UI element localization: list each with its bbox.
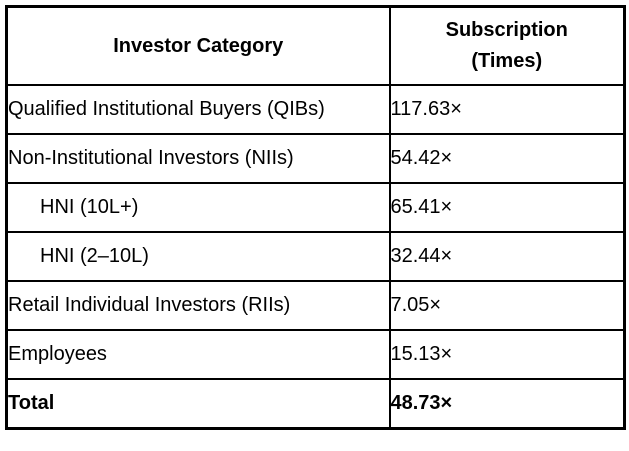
table-row-hni-2-10l: HNI (2–10L) 32.44× [5,231,626,282]
table-row-qibs: Qualified Institutional Buyers (QIBs) 11… [5,84,626,135]
category-cell: Total [5,378,391,430]
value-cell: 54.42× [388,133,626,184]
category-cell: HNI (10L+) [5,182,391,233]
category-cell: Qualified Institutional Buyers (QIBs) [5,84,391,135]
table-row-hni-10l-plus: HNI (10L+) 65.41× [5,182,626,233]
table-row-niis: Non-Institutional Investors (NIIs) 54.42… [5,133,626,184]
table-row-employees: Employees 15.13× [5,329,626,380]
subscription-times-header: Subscription (Times) [388,5,626,86]
table-row-total: Total 48.73× [5,378,626,430]
subscription-table: Investor Category Subscription (Times) Q… [5,5,626,430]
category-cell: Employees [5,329,391,380]
table-header-row: Investor Category Subscription (Times) [5,5,626,86]
category-cell: Non-Institutional Investors (NIIs) [5,133,391,184]
value-cell: 48.73× [388,378,626,430]
value-cell: 7.05× [388,280,626,331]
value-cell: 117.63× [388,84,626,135]
table-row-riis: Retail Individual Investors (RIIs) 7.05× [5,280,626,331]
subscription-table-container: Investor Category Subscription (Times) Q… [5,5,626,430]
value-cell: 65.41× [388,182,626,233]
value-cell: 32.44× [388,231,626,282]
category-cell: Retail Individual Investors (RIIs) [5,280,391,331]
value-cell: 15.13× [388,329,626,380]
category-cell: HNI (2–10L) [5,231,391,282]
investor-category-header: Investor Category [5,5,391,86]
